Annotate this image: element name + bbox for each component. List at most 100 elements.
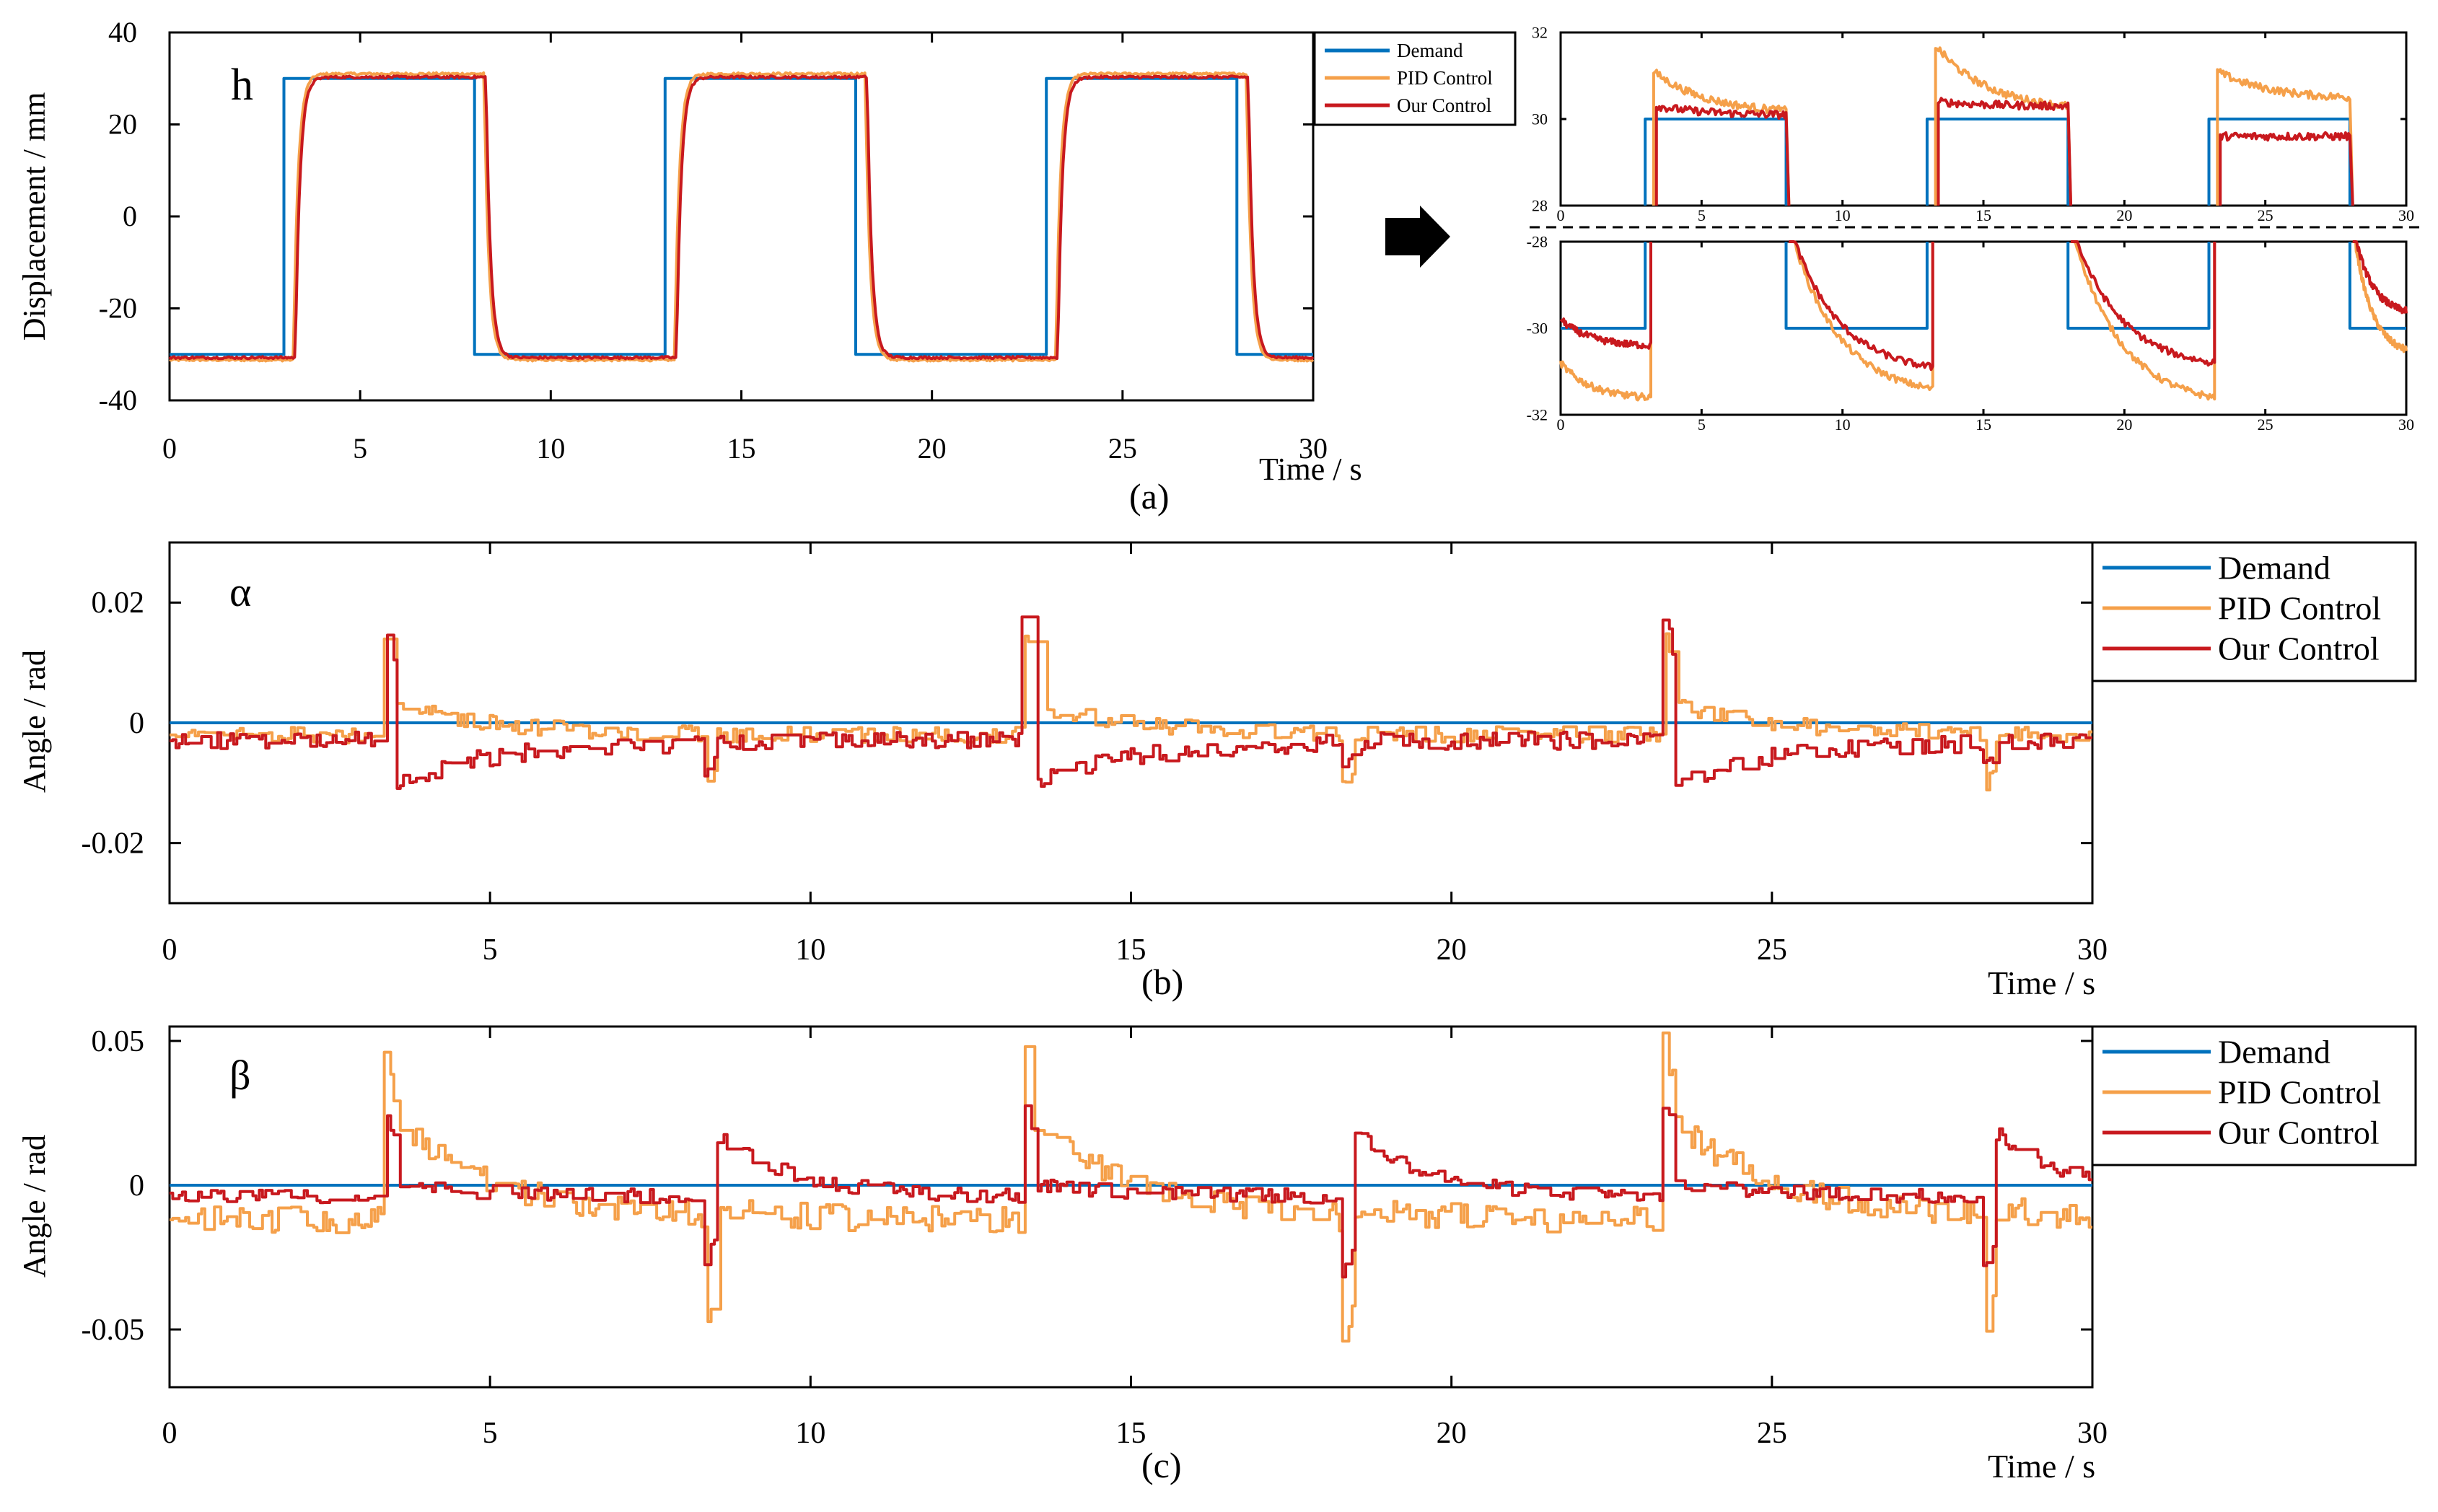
x-axis-b: 0 5 10 15 20 25 30 xyxy=(162,542,2108,967)
x-tick-label: 5 xyxy=(483,933,498,967)
x-tick-label: 20 xyxy=(1437,933,1467,967)
x-tick-label: 15 xyxy=(1116,1417,1146,1450)
series-line-ours xyxy=(168,74,1315,361)
legend-label-demand: Demand xyxy=(2218,1034,2330,1071)
x-tick-label: 0 xyxy=(162,933,177,967)
y-tick-label: 30 xyxy=(1532,110,1548,128)
x-axis-zoom-high: 0 5 10 15 20 25 30 xyxy=(1557,32,2414,224)
x-tick-label: 0 xyxy=(162,432,177,465)
x-tick-label: 20 xyxy=(1437,1417,1467,1450)
y-tick-label: 32 xyxy=(1532,23,1548,41)
panel-label-a: (a) xyxy=(1129,476,1170,517)
symbol-h: h xyxy=(231,61,253,110)
legend-label-ours: Our Control xyxy=(2218,1115,2380,1151)
y-tick-label: 0.05 xyxy=(92,1025,145,1058)
y-tick-label: 0 xyxy=(123,200,137,232)
legend-label-ours: Our Control xyxy=(1397,94,1491,116)
y-axis-a: -40 -20 0 20 40 xyxy=(99,16,1313,416)
x-tick-label: 10 xyxy=(536,432,565,465)
panel-label-b: (b) xyxy=(1141,962,1183,1002)
series-line-demand xyxy=(2066,242,2211,330)
legend-label-pid: PID Control xyxy=(2218,1074,2381,1111)
x-tick-label: 25 xyxy=(1108,432,1137,465)
series-line-demand xyxy=(1561,242,1647,330)
y-tick-label: 40 xyxy=(108,16,137,48)
x-tick-label: 30 xyxy=(2077,933,2108,967)
x-tick-label: 20 xyxy=(2116,416,2132,434)
legend-box-c xyxy=(2091,1025,2417,1166)
x-tick-label: 25 xyxy=(1757,933,1787,967)
series-line-pid xyxy=(1559,242,1652,402)
series-line-ours xyxy=(2351,240,2408,315)
chart-zoom-high: 28 30 32 0 5 10 15 20 25 30 xyxy=(1532,23,2414,224)
series-line-ours xyxy=(1559,242,1652,350)
legend-label-pid: PID Control xyxy=(1397,67,1493,89)
series-line-ours xyxy=(2071,240,2216,367)
x-tick-label: 30 xyxy=(2077,1417,2108,1450)
y-axis-label-c: Angle / rad xyxy=(17,1135,52,1278)
y-axis-b: 0.02 0 -0.02 xyxy=(82,586,2092,861)
x-axis-label-c: Time / s xyxy=(1988,1448,2095,1485)
x-tick-label: 15 xyxy=(1976,206,1991,224)
y-axis-zoom-high: 28 30 32 xyxy=(1532,23,2406,214)
symbol-alpha: α xyxy=(229,568,251,615)
series-lines-zoom-high xyxy=(1644,46,2354,206)
series-line-pid xyxy=(2071,240,2216,401)
panel-label-c: (c) xyxy=(1141,1445,1182,1485)
x-axis-a: 0 5 10 15 20 25 30 xyxy=(162,32,1328,465)
x-tick-label: 20 xyxy=(918,432,947,465)
x-axis-label-a: Time / s xyxy=(1259,452,1362,487)
chart-alpha: 0.02 0 -0.02 0 5 10 15 20 25 30 α Angle / rad Ti… xyxy=(17,541,2417,1002)
x-tick-label: 5 xyxy=(1698,416,1706,434)
x-tick-label: 0 xyxy=(1557,206,1565,224)
x-tick-label: 10 xyxy=(1835,206,1851,224)
x-tick-label: 30 xyxy=(1299,432,1328,465)
series-line-pid xyxy=(170,632,2092,792)
series-line-ours xyxy=(1937,97,2073,206)
legend-label-ours: Our Control xyxy=(2218,630,2380,667)
x-tick-label: 15 xyxy=(727,432,756,465)
x-tick-label: 0 xyxy=(1557,416,1565,434)
x-axis-label-b: Time / s xyxy=(1988,964,2095,1001)
series-line-demand xyxy=(1925,118,2070,206)
series-line-pid xyxy=(2351,240,2408,353)
series-line-ours xyxy=(2219,131,2354,206)
legend-label-pid: PID Control xyxy=(2218,590,2381,627)
y-tick-label: -20 xyxy=(99,292,137,325)
legend-box-b xyxy=(2091,541,2417,682)
y-tick-label: -0.05 xyxy=(82,1314,145,1347)
y-tick-label: 0 xyxy=(129,1169,144,1203)
x-tick-label: 25 xyxy=(1757,1417,1787,1450)
x-axis-c: 0 5 10 15 20 25 30 xyxy=(162,1027,2108,1450)
series-line-pid xyxy=(1652,69,1791,206)
series-line-pid xyxy=(170,1031,2092,1343)
x-tick-label: 30 xyxy=(2398,416,2414,434)
x-axis-zoom-low: 0 5 10 15 20 25 30 xyxy=(1557,242,2414,434)
x-tick-label: 10 xyxy=(795,1417,825,1450)
symbol-beta: β xyxy=(229,1052,251,1099)
y-tick-label: 0.02 xyxy=(92,586,145,620)
y-tick-label: -40 xyxy=(99,384,137,416)
y-tick-label: 0 xyxy=(129,707,144,740)
x-tick-label: 30 xyxy=(2398,206,2414,224)
series-line-ours xyxy=(170,1104,2092,1279)
x-tick-label: 5 xyxy=(483,1417,498,1450)
x-tick-label: 0 xyxy=(162,1417,177,1450)
x-tick-label: 10 xyxy=(1835,416,1851,434)
y-tick-label: -32 xyxy=(1527,405,1548,423)
x-tick-label: 5 xyxy=(1698,206,1706,224)
series-lines-zoom-low xyxy=(1559,240,2408,402)
series-lines-a xyxy=(168,71,1315,363)
right-arrow-icon xyxy=(1385,206,1450,268)
x-tick-label: 10 xyxy=(795,933,825,967)
chart-displacement: -40 -20 0 20 40 0 5 10 15 20 25 30 h Displacement … xyxy=(17,16,1517,517)
y-axis-label-a: Displacement / mm xyxy=(17,92,52,341)
series-line-ours xyxy=(1789,240,1934,372)
series-line-demand xyxy=(1784,242,1929,330)
y-tick-label: 28 xyxy=(1532,196,1548,214)
chart-beta: 0.05 0 -0.05 0 5 10 15 20 25 30 β Angle / rad Ti… xyxy=(17,1025,2417,1485)
series-line-ours xyxy=(170,615,2092,790)
